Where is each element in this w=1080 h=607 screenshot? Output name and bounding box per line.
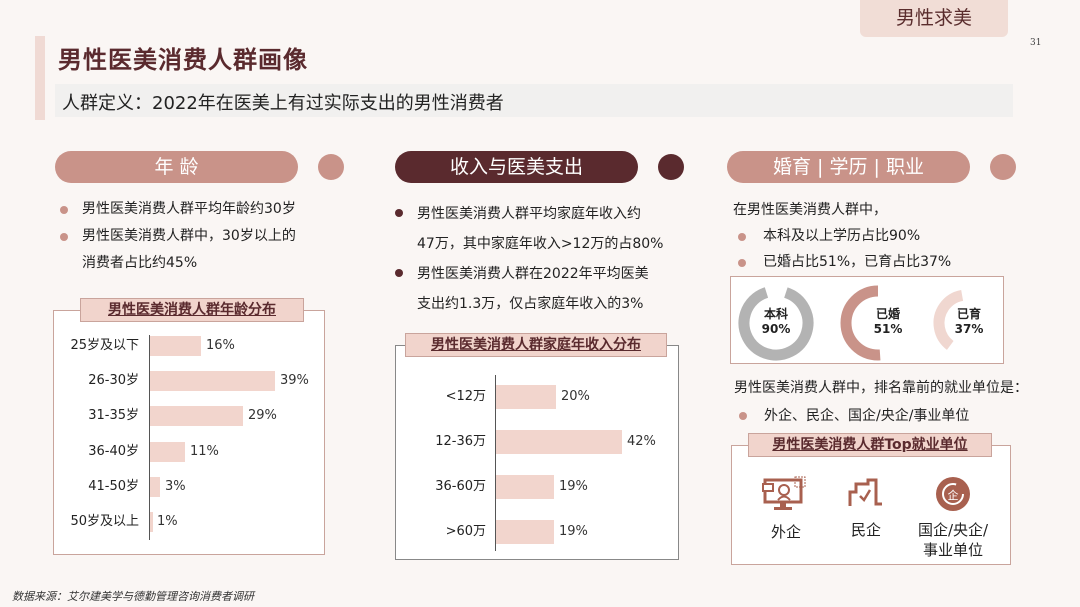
- income-bar: [496, 430, 622, 454]
- income-row: >60万 19%: [395, 520, 679, 544]
- income-chart: <12万 20% 12-36万 42% 36-60万 19% >60万 19%: [395, 370, 679, 555]
- income-row: <12万 20%: [395, 385, 679, 409]
- income-row-value: 20%: [561, 389, 590, 404]
- employment-title: 男性医美消费人群Top就业单位: [748, 433, 992, 457]
- profile-heading: 婚育 | 学历 | 职业: [727, 151, 970, 183]
- income-row-value: 19%: [559, 524, 588, 539]
- income-bullet-1-cont: 47万，其中家庭年收入>12万的占80%: [417, 236, 664, 252]
- age-row-label: 41-50岁: [88, 479, 139, 494]
- profile-intro: 在男性医美消费人群中，: [733, 202, 887, 218]
- age-row-label: 25岁及以下: [70, 338, 139, 353]
- income-chart-title: 男性医美消费人群家庭年收入分布: [405, 333, 667, 357]
- profile-bullet-2: 已婚占比51%，已育占比37%: [733, 249, 1033, 275]
- age-row-label: 36-40岁: [88, 444, 139, 459]
- income-row: 12-36万 42%: [395, 430, 679, 454]
- age-row-value: 11%: [190, 444, 219, 459]
- age-heading-dot: [318, 154, 344, 180]
- income-heading: 收入与医美支出: [395, 151, 638, 183]
- income-chart-axis: [495, 375, 496, 551]
- donut-label-bachelor: 本科 90%: [761, 307, 791, 336]
- age-chart: 25岁及以下 16% 26-30岁 39% 31-35岁 29% 36-40岁 …: [53, 330, 325, 545]
- age-row-label: 31-35岁: [88, 408, 139, 423]
- age-bar: [150, 512, 153, 532]
- age-bullet-1: 男性医美消费人群平均年龄约30岁: [55, 196, 355, 223]
- income-row: 36-60万 19%: [395, 475, 679, 499]
- age-bullet-2-cont: 消费者占比约45%: [82, 255, 198, 271]
- income-row-label: <12万: [445, 389, 486, 404]
- age-row-value: 39%: [280, 373, 309, 388]
- income-row-value: 42%: [627, 434, 656, 449]
- topic-tab: 男性求美: [860, 0, 1008, 37]
- employer-label-state: 国企/央企/ 事业单位: [917, 521, 989, 559]
- employer-label-private: 民企: [850, 521, 881, 539]
- income-heading-dot: [658, 154, 684, 180]
- donut-label-married: 已婚 51%: [873, 307, 903, 336]
- income-bar: [496, 475, 554, 499]
- income-bar: [496, 520, 554, 544]
- profile-bullet-1: 本科及以上学历占比90%: [733, 223, 1033, 249]
- employment-intro: 男性医美消费人群中，排名靠前的就业单位是：: [734, 380, 1028, 396]
- age-bullets: 男性医美消费人群平均年龄约30岁 男性医美消费人群中，30岁以上的 消费者占比约…: [55, 196, 355, 277]
- age-heading: 年 龄: [55, 151, 298, 183]
- donut-box: 本科 90% 已婚 51% 已育 37%: [730, 276, 1004, 364]
- age-row: 41-50岁 3%: [53, 477, 325, 497]
- data-source: 数据来源：艾尔建美学与德勤管理咨询消费者调研: [12, 590, 254, 603]
- income-row-label: 12-36万: [435, 434, 486, 449]
- age-bullet-2: 男性医美消费人群中，30岁以上的: [55, 223, 355, 250]
- profile-intro-block: 在男性医美消费人群中， 本科及以上学历占比90% 已婚占比51%，已育占比37%: [733, 197, 1033, 275]
- age-bar: [150, 336, 201, 356]
- income-bullet-2: 男性医美消费人群在2022年平均医美: [390, 259, 710, 289]
- age-row: 25岁及以下 16%: [53, 336, 325, 356]
- age-row: 36-40岁 11%: [53, 442, 325, 462]
- enterprise-seal-icon: 企: [936, 477, 970, 511]
- page-number: 31: [1030, 38, 1042, 48]
- donut-label-parent: 已育 37%: [954, 307, 984, 336]
- age-chart-title: 男性医美消费人群年龄分布: [80, 298, 304, 322]
- age-row: 31-35岁 29%: [53, 406, 325, 426]
- income-bullets: 男性医美消费人群平均家庭年收入约 47万，其中家庭年收入>12万的占80% 男性…: [390, 199, 710, 319]
- building-icon: [848, 478, 882, 506]
- employment-bullet: 外企、民企、国企/央企/事业单位: [734, 402, 1074, 430]
- income-row-label: 36-60万: [435, 479, 486, 494]
- age-bar: [150, 477, 160, 497]
- definition-bar: [55, 84, 1013, 117]
- age-chart-axis: [149, 335, 150, 540]
- definition-text: 人群定义：2022年在医美上有过实际支出的男性消费者: [62, 93, 504, 114]
- age-row: 50岁及以上 1%: [53, 512, 325, 532]
- age-row-value: 16%: [206, 338, 235, 353]
- income-row-value: 19%: [559, 479, 588, 494]
- income-row-label: >60万: [445, 524, 486, 539]
- donut-charts: [738, 285, 1001, 361]
- age-row-label: 26-30岁: [88, 373, 139, 388]
- age-row-value: 3%: [165, 479, 186, 494]
- age-row-value: 1%: [157, 514, 178, 529]
- income-bullet-2-cont: 支出约1.3万，仅占家庭年收入的3%: [417, 296, 644, 312]
- svg-text:企: 企: [948, 488, 959, 502]
- employer-label-foreign: 外企: [770, 523, 801, 541]
- title-accent-bar: [35, 36, 45, 120]
- computer-user-icon: [762, 476, 806, 510]
- profile-heading-dot: [990, 154, 1016, 180]
- income-bar: [496, 385, 556, 409]
- age-bar: [150, 442, 185, 462]
- age-bar: [150, 406, 243, 426]
- age-row: 26-30岁 39%: [53, 371, 325, 391]
- age-row-value: 29%: [248, 408, 277, 423]
- employment-block: 男性医美消费人群中，排名靠前的就业单位是： 外企、民企、国企/央企/事业单位: [734, 374, 1074, 430]
- age-row-label: 50岁及以上: [70, 514, 139, 529]
- age-bar: [150, 371, 275, 391]
- income-bullet-1: 男性医美消费人群平均家庭年收入约: [390, 199, 710, 229]
- page-title: 男性医美消费人群画像: [58, 46, 308, 74]
